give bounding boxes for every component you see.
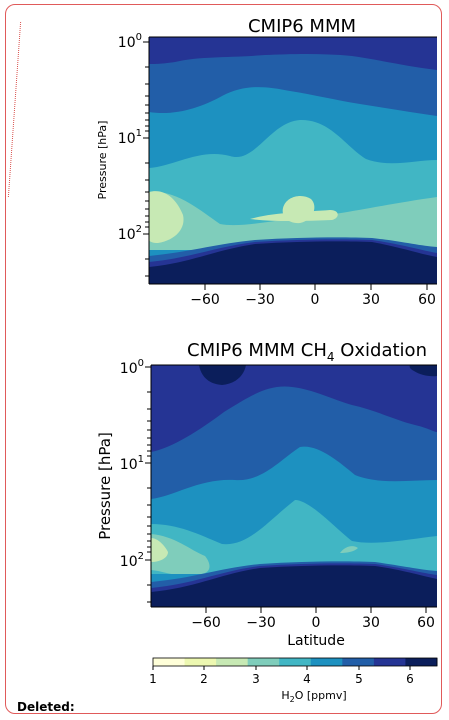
panel2-xtick: −30: [246, 615, 276, 631]
panel2-xticks: −60 −30 0 30 60: [191, 615, 435, 631]
colorbar-label: H2O [ppmv]: [281, 689, 346, 704]
panel1-xtick: 30: [362, 292, 380, 308]
colorbar-segment: [153, 658, 186, 666]
panel1-ytick-1: 100: [118, 32, 142, 51]
colorbar-segment: [279, 658, 312, 666]
panel2-xtick: 60: [417, 615, 435, 631]
panel2-title: CMIP6 MMM CH4 Oxidation: [187, 340, 427, 364]
colorbar-segment: [247, 658, 280, 666]
colorbar-segment: [216, 658, 249, 666]
panel1-ylabel: Pressure [hPa]: [96, 121, 109, 200]
colorbar-tick-label: 2: [200, 672, 208, 686]
colorbar-segment: [342, 658, 375, 666]
panel1-ytick-10: 101: [118, 128, 142, 147]
colorbar-segment: [405, 658, 438, 666]
colorbar-segments: [153, 658, 438, 666]
panel1-axes: [143, 36, 437, 290]
panel2-axes: [145, 364, 437, 613]
panel2-xtick: −60: [191, 615, 221, 631]
colorbar: 1 2 3 4 5 6 H2O [ppmv]: [149, 657, 438, 704]
panel2-xlabel: Latitude: [287, 633, 345, 649]
colorbar-tick-labels: 1 2 3 4 5 6: [149, 672, 414, 686]
colorbar-ticks: [152, 666, 411, 670]
panel1-xtick: −30: [245, 292, 275, 308]
deleted-label: Deleted:: [17, 700, 75, 714]
colorbar-tick-label: 4: [303, 672, 311, 686]
panel1-contour-plot: [149, 37, 437, 284]
panel2-contour-plot: [151, 365, 437, 607]
panel2-ytick-100: 102: [120, 551, 144, 570]
colorbar-tick-label: 3: [252, 672, 260, 686]
panel1-ytick-100: 102: [118, 224, 142, 243]
colorbar-tick-label: 6: [406, 672, 414, 686]
panel2-xtick: 0: [312, 615, 321, 631]
colorbar-segment: [184, 658, 217, 666]
colorbar-tick-label: 5: [355, 672, 363, 686]
panel-cmip6-mmm: CMIP6 MMM: [96, 16, 437, 308]
colorbar-outline: [152, 657, 438, 667]
panel2-ylabel: Pressure [hPa]: [96, 432, 114, 540]
panel-cmip6-mmm-ch4-oxidation: CMIP6 MMM CH4 Oxidation: [96, 340, 437, 649]
revision-frame: [5, 4, 442, 714]
colorbar-segment: [373, 658, 406, 666]
panel1-xtick: −60: [190, 292, 220, 308]
panel2-ytick-1: 100: [120, 358, 144, 377]
panel2-ytick-10: 101: [120, 454, 144, 473]
panel1-xticks: −60 −30 0 30 60: [190, 292, 436, 308]
panel2-xtick: 30: [362, 615, 380, 631]
panel1-xtick: 0: [311, 292, 320, 308]
colorbar-tick-label: 1: [149, 672, 157, 686]
colorbar-segment: [310, 658, 343, 666]
panel1-title: CMIP6 MMM: [248, 16, 356, 37]
panel1-xtick: 60: [418, 292, 436, 308]
